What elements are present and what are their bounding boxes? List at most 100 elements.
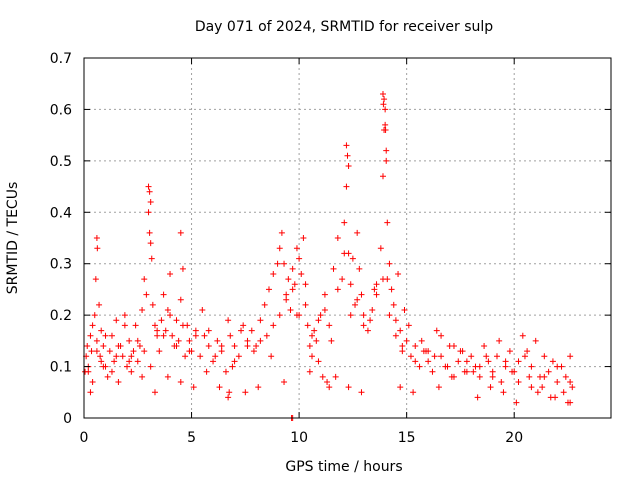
data-point [98, 358, 105, 365]
data-point [313, 337, 320, 344]
data-point [403, 337, 410, 344]
data-point [225, 317, 232, 324]
data-point [481, 343, 488, 349]
data-point [121, 322, 128, 329]
data-point [145, 183, 152, 190]
data-point [407, 353, 414, 360]
data-point [431, 353, 438, 360]
data-point [515, 358, 522, 365]
data-point [270, 322, 277, 329]
y-tick-label: 0.1 [50, 360, 72, 376]
data-point [435, 384, 442, 391]
data-point [222, 368, 229, 375]
data-point [526, 373, 533, 380]
data-point [113, 353, 120, 360]
data-point [539, 384, 546, 391]
data-point [416, 363, 423, 370]
data-point [358, 389, 365, 396]
data-point [489, 368, 496, 375]
data-point [100, 363, 107, 370]
data-point [268, 353, 275, 360]
data-point [382, 106, 389, 113]
data-point [192, 327, 199, 334]
data-point [498, 379, 505, 385]
data-point [190, 384, 197, 391]
data-point [244, 337, 251, 344]
data-point [476, 373, 483, 380]
data-point [371, 286, 378, 293]
data-point [106, 348, 113, 355]
data-point [354, 296, 361, 303]
data-point [244, 343, 251, 349]
data-point [352, 301, 359, 308]
data-point [341, 219, 348, 226]
data-point [326, 384, 333, 391]
data-point [154, 327, 161, 334]
data-point [332, 373, 339, 380]
data-point [549, 358, 556, 365]
data-point [509, 368, 516, 375]
data-point [179, 322, 186, 329]
data-point [270, 271, 277, 277]
data-point [383, 147, 390, 154]
data-point [395, 271, 402, 277]
data-point [151, 389, 158, 396]
data-point [412, 343, 419, 349]
data-point [541, 373, 548, 380]
data-point [88, 348, 95, 355]
data-point [344, 152, 351, 159]
data-point [145, 209, 152, 216]
data-point [429, 368, 436, 375]
x-tick-label: 10 [290, 430, 308, 446]
data-point [93, 348, 100, 355]
data-point [263, 332, 270, 339]
data-point [177, 229, 184, 236]
data-point [283, 296, 290, 303]
data-point [384, 219, 391, 226]
data-point [283, 291, 290, 298]
data-point [102, 332, 109, 339]
data-point [291, 281, 298, 288]
data-point [141, 276, 148, 283]
data-point [515, 379, 522, 385]
data-point [397, 327, 404, 334]
data-point [317, 312, 324, 319]
data-point [175, 337, 182, 344]
data-point [235, 353, 242, 360]
data-point [177, 379, 184, 385]
data-point [560, 389, 567, 396]
data-point [306, 343, 313, 349]
data-point [364, 327, 371, 334]
data-point [309, 353, 316, 360]
data-point [319, 373, 326, 380]
data-point [186, 337, 193, 344]
data-point [156, 348, 163, 355]
data-point [567, 379, 574, 385]
data-point [326, 322, 333, 329]
data-point [367, 317, 374, 324]
data-point [164, 307, 171, 313]
data-point [554, 363, 561, 370]
data-point [151, 322, 158, 329]
data-point [513, 399, 520, 406]
data-point [160, 332, 167, 339]
data-point [347, 312, 354, 319]
data-point [410, 389, 417, 396]
data-point [450, 343, 457, 349]
y-tick-label: 0.7 [50, 51, 72, 67]
data-point [147, 199, 154, 205]
data-point [541, 353, 548, 360]
data-point [356, 265, 363, 272]
data-point [111, 358, 118, 365]
data-point [104, 373, 111, 380]
data-point [347, 281, 354, 288]
grid [84, 58, 611, 418]
data-point [162, 327, 169, 334]
data-point [278, 229, 285, 236]
data-point [500, 389, 507, 396]
data-point [463, 358, 470, 365]
data-point [242, 389, 249, 396]
data-point [532, 337, 539, 344]
data-point [425, 358, 432, 365]
data-point [334, 286, 341, 293]
